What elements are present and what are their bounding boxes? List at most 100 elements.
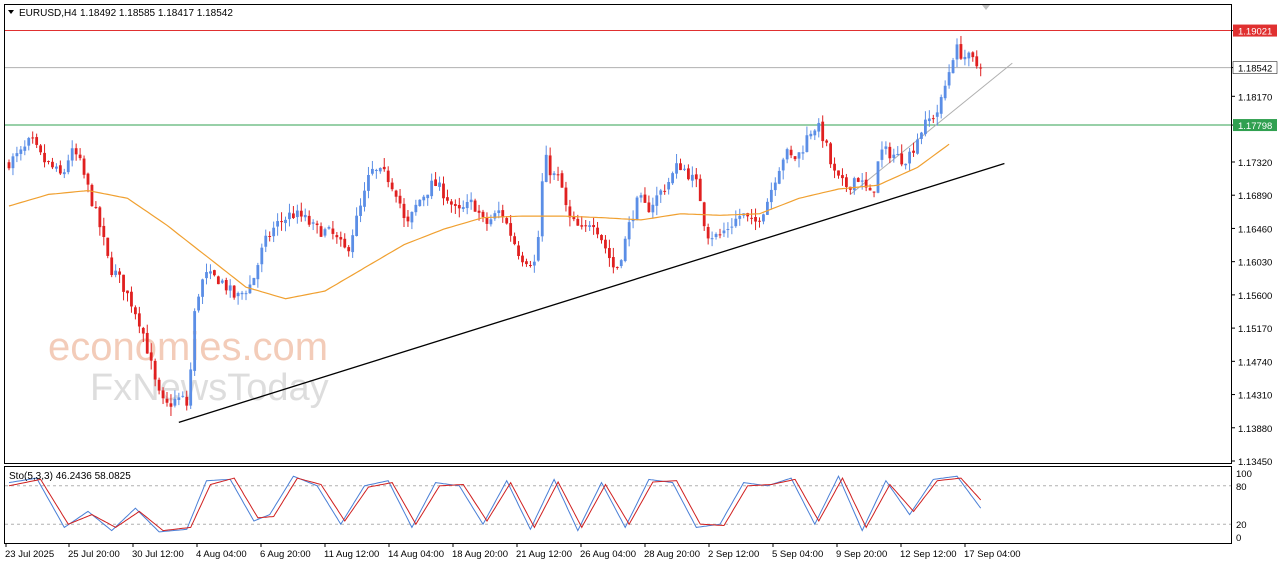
candle-body — [904, 163, 908, 166]
candle-body — [706, 227, 710, 239]
candle-body — [295, 210, 299, 218]
candle-body — [371, 168, 374, 174]
candle-body — [307, 215, 311, 225]
candle-body — [801, 152, 805, 154]
candle-body — [374, 169, 378, 171]
candle-body — [201, 279, 204, 297]
moving-average — [8, 143, 950, 300]
candle-body — [722, 230, 726, 234]
candle-body — [477, 210, 481, 213]
candle-body — [213, 270, 216, 276]
candle-body — [785, 149, 789, 160]
candle-body — [979, 67, 983, 69]
candle-body — [323, 229, 327, 236]
candle-body — [805, 135, 809, 152]
candle-body — [378, 168, 382, 172]
candle-body — [292, 213, 295, 219]
time-tick-label: 6 Aug 20:00 — [260, 549, 311, 560]
candle-body — [58, 165, 62, 174]
candle-body — [967, 52, 971, 59]
candle-body — [272, 227, 276, 237]
candle-body — [335, 235, 339, 238]
candle-body — [892, 154, 896, 158]
candle-body — [963, 56, 967, 60]
candle-body — [78, 154, 82, 159]
candle-body — [244, 293, 248, 295]
horizontal-levels — [5, 30, 1231, 126]
candle-body — [193, 311, 197, 371]
candle-body — [900, 153, 904, 165]
candle-body — [236, 293, 240, 297]
candle-body — [833, 163, 836, 171]
candle-body — [762, 214, 765, 222]
candle-body — [781, 159, 785, 171]
ohlc-readout: 1.18492 1.18585 1.18417 1.18542 — [80, 8, 233, 19]
candle-body — [773, 182, 777, 191]
stochastic-pane — [5, 475, 1231, 533]
candle-body — [663, 190, 667, 192]
candle-body — [521, 255, 524, 263]
candle-body — [149, 352, 153, 361]
candle-body — [730, 226, 734, 228]
price-axis[interactable]: 1.19021 1.18542 1.18170 1.17798 1.17320 1.168… — [1231, 24, 1278, 468]
candle-body — [924, 119, 927, 135]
candle-body — [74, 148, 78, 155]
price-label-support — [1233, 119, 1277, 132]
candle-body — [939, 97, 943, 114]
time-tick-label: 14 Aug 04:00 — [388, 549, 444, 560]
scroll-marker-icon[interactable] — [982, 5, 990, 10]
candle-body — [947, 72, 951, 86]
candle-body — [442, 183, 445, 199]
candle-body — [161, 390, 165, 399]
candle-body — [130, 291, 133, 307]
candle-body — [98, 207, 102, 228]
candle-body — [489, 219, 493, 225]
candle-body — [299, 210, 303, 217]
candle-body — [189, 369, 193, 406]
time-axis[interactable]: 23 Jul 2025 25 Jul 20:00 30 Jul 12:00 4 Aug… — [5, 543, 1021, 560]
symbol-label[interactable]: EURUSD,H4 — [19, 8, 77, 19]
candle-body — [343, 238, 347, 248]
candle-body — [386, 170, 390, 183]
candle-body — [102, 225, 106, 238]
price-tick-label: 1.18542 — [1238, 64, 1272, 75]
time-tick-label: 30 Jul 12:00 — [132, 549, 184, 560]
candle-body — [402, 203, 406, 219]
candle-body — [931, 118, 935, 120]
candle-body — [351, 235, 355, 253]
candle-body — [809, 133, 813, 137]
candle-body — [398, 195, 402, 204]
watermark-economies: economies.com — [48, 325, 328, 369]
candle-body — [51, 161, 54, 168]
candle-body — [777, 170, 781, 184]
candle-body — [651, 204, 655, 213]
time-tick-label: 9 Sep 20:00 — [836, 549, 887, 560]
candle-body — [734, 218, 738, 227]
candle-body — [268, 236, 272, 238]
stoch-tick-label: 0 — [1236, 533, 1241, 544]
candle-body — [698, 178, 702, 202]
trendline-1[interactable] — [178, 162, 1005, 423]
candle-body — [169, 403, 173, 407]
candle-body — [141, 327, 145, 334]
candle-body — [868, 187, 872, 191]
candle-body — [655, 195, 659, 206]
candle-body — [426, 194, 430, 199]
candle-body — [122, 274, 125, 292]
candle-body — [205, 272, 208, 279]
candle-body — [754, 217, 757, 222]
time-tick-label: 28 Aug 20:00 — [644, 549, 700, 560]
candle-body — [35, 137, 39, 145]
price-tick-label: 1.16030 — [1238, 258, 1272, 269]
symbol-menu-icon[interactable] — [8, 10, 14, 14]
candle-body — [943, 85, 947, 99]
candle-body — [260, 247, 264, 265]
candle-body — [766, 201, 769, 215]
price-tick-label: 1.15170 — [1238, 324, 1272, 335]
candle-body — [845, 177, 848, 187]
price-label-resistance — [1233, 24, 1277, 37]
stoch-label: Sto(5,3,3) 46.2436 58.0825 — [9, 471, 131, 482]
price-label-current — [1232, 61, 1278, 74]
candle-body — [232, 285, 236, 298]
candle-body — [134, 307, 137, 315]
